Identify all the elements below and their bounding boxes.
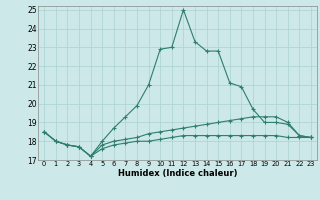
X-axis label: Humidex (Indice chaleur): Humidex (Indice chaleur)	[118, 169, 237, 178]
